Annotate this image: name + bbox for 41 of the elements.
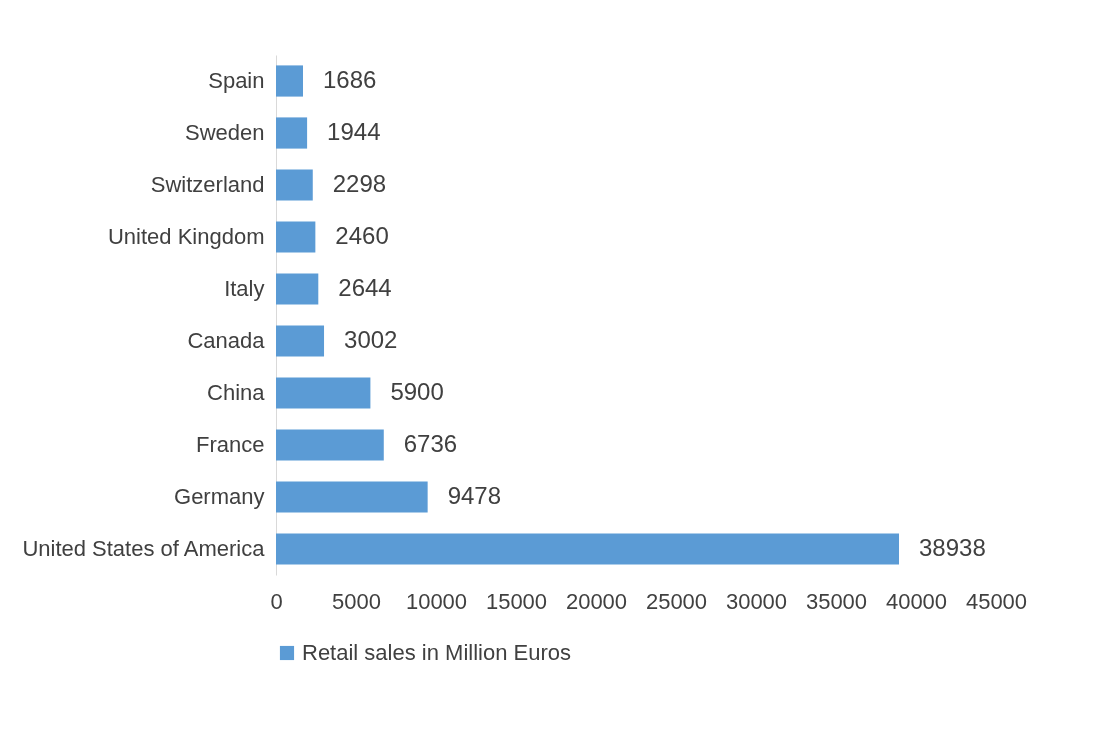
- y-tick-label: China: [207, 380, 266, 405]
- bar: [276, 169, 313, 201]
- bar: [276, 65, 303, 97]
- x-tick-label: 0: [270, 588, 283, 614]
- legend-label: Retail sales in Million Euros: [302, 640, 571, 665]
- data-label: 1944: [327, 118, 381, 145]
- x-tick-label: 35000: [805, 588, 868, 614]
- y-tick-label: United Kingdom: [107, 224, 265, 249]
- data-label: 2460: [335, 222, 389, 249]
- x-tick-label: 10000: [405, 588, 468, 614]
- data-label: 3002: [344, 326, 398, 353]
- data-label: 5900: [390, 378, 444, 405]
- y-tick-label: Spain: [208, 68, 265, 93]
- y-tick-label: Canada: [187, 328, 266, 353]
- x-tick-label: 5000: [332, 588, 381, 614]
- y-tick-label: Switzerland: [150, 172, 265, 197]
- bar: [276, 273, 319, 305]
- x-tick-label: 25000: [645, 588, 708, 614]
- x-tick-label: 15000: [485, 588, 548, 614]
- y-tick-label: Italy: [224, 276, 265, 301]
- x-tick-label: 40000: [885, 588, 948, 614]
- bar: [276, 481, 428, 513]
- x-tick-label: 20000: [565, 588, 628, 614]
- data-label: 6736: [403, 430, 458, 457]
- data-label: 9478: [447, 482, 502, 509]
- bar: [276, 325, 325, 357]
- y-tick-label: United States of America: [22, 536, 266, 561]
- data-label: 2298: [332, 170, 387, 197]
- bar: [276, 117, 308, 149]
- x-tick-label: 45000: [965, 588, 1028, 614]
- bar: [276, 377, 371, 409]
- y-tick-label: Sweden: [184, 120, 265, 145]
- y-tick-label: France: [196, 432, 265, 457]
- bar: [276, 533, 900, 565]
- data-label: 1686: [322, 66, 377, 93]
- data-label: 38938: [919, 534, 986, 561]
- y-tick-label: Germany: [174, 484, 265, 509]
- bar: [276, 221, 316, 253]
- data-label: 2644: [338, 274, 392, 301]
- bar: [276, 429, 384, 461]
- x-tick-label: 30000: [725, 588, 788, 614]
